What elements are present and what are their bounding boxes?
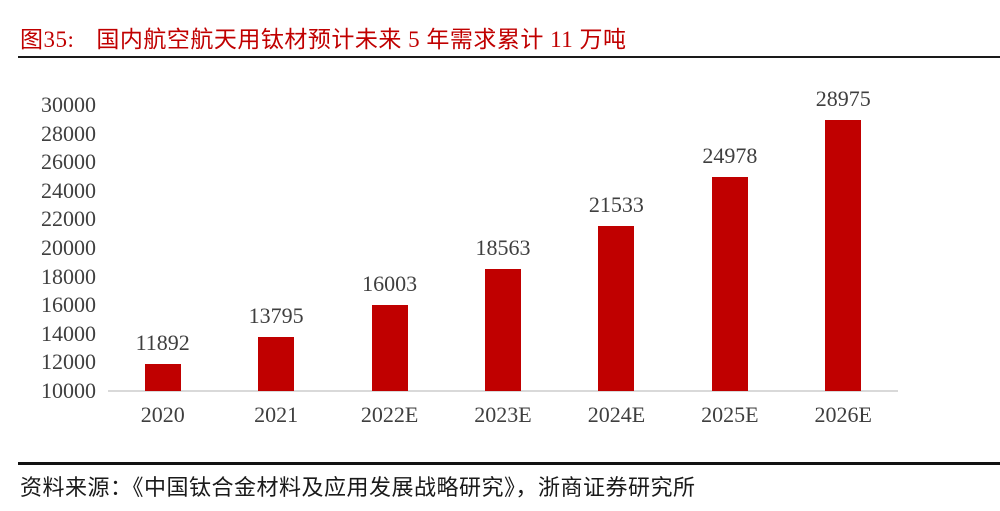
x-axis-tick-label: 2023E <box>474 402 532 427</box>
data-source-text: 资料来源：《中国钛合金材料及应用发展战略研究》，浙商证券研究所 <box>20 475 696 500</box>
x-axis-tick-label: 2024E <box>587 402 646 427</box>
bar-value-label: 13795 <box>248 302 304 328</box>
bar-value-label: 28975 <box>815 85 871 111</box>
bar-2025E <box>711 176 748 391</box>
bar-2022E <box>371 305 408 391</box>
bar-2021 <box>258 336 295 391</box>
y-axis-tick-label: 18000 <box>41 263 96 289</box>
y-axis-tick-label: 30000 <box>41 92 96 117</box>
y-axis-tick-label: 10000 <box>41 378 96 403</box>
y-axis-tick-label: 24000 <box>41 177 96 203</box>
x-axis-tick-label: 2025E <box>701 402 759 427</box>
x-axis-baseline <box>108 390 898 392</box>
chart-title: 国内航空航天用钛材预计未来 5 年需求累计 11 万吨 <box>96 27 627 52</box>
bar-value-label: 16003 <box>362 271 418 297</box>
figure-header: 图35: 国内航空航天用钛材预计未来 5 年需求累计 11 万吨 <box>20 20 980 52</box>
bar-value-label: 21533 <box>588 192 644 218</box>
x-axis-tick-label: 2022E <box>360 402 419 427</box>
bar-value-label: 24978 <box>702 142 758 168</box>
y-axis-tick-label: 26000 <box>41 149 96 175</box>
bar-2024E <box>598 226 635 391</box>
y-axis-tick-label: 16000 <box>41 292 96 318</box>
y-axis-tick-label: 28000 <box>41 120 96 146</box>
bar-value-label: 11892 <box>135 329 190 355</box>
y-axis-tick-label: 22000 <box>41 206 96 232</box>
y-axis-tick-label: 12000 <box>41 349 96 375</box>
bar-2020 <box>144 363 181 391</box>
figure-number-label: 图35: <box>20 27 75 52</box>
bar-2023E <box>485 268 521 391</box>
bar-2026E <box>825 119 862 391</box>
x-axis-tick-label: 2026E <box>814 402 872 427</box>
x-axis-tick-label: 2021 <box>254 402 299 427</box>
bar-value-label: 18563 <box>475 234 531 260</box>
y-axis-tick-label: 20000 <box>41 235 96 260</box>
bar-chart: 10000 12000 14000 16000 18000 20000 22000 24000… <box>41 85 898 427</box>
x-axis-tick-label: 2020 <box>140 402 185 427</box>
y-axis-tick-label: 14000 <box>41 320 96 346</box>
footer-divider-line <box>18 462 1000 465</box>
title-divider-line <box>18 56 1000 58</box>
